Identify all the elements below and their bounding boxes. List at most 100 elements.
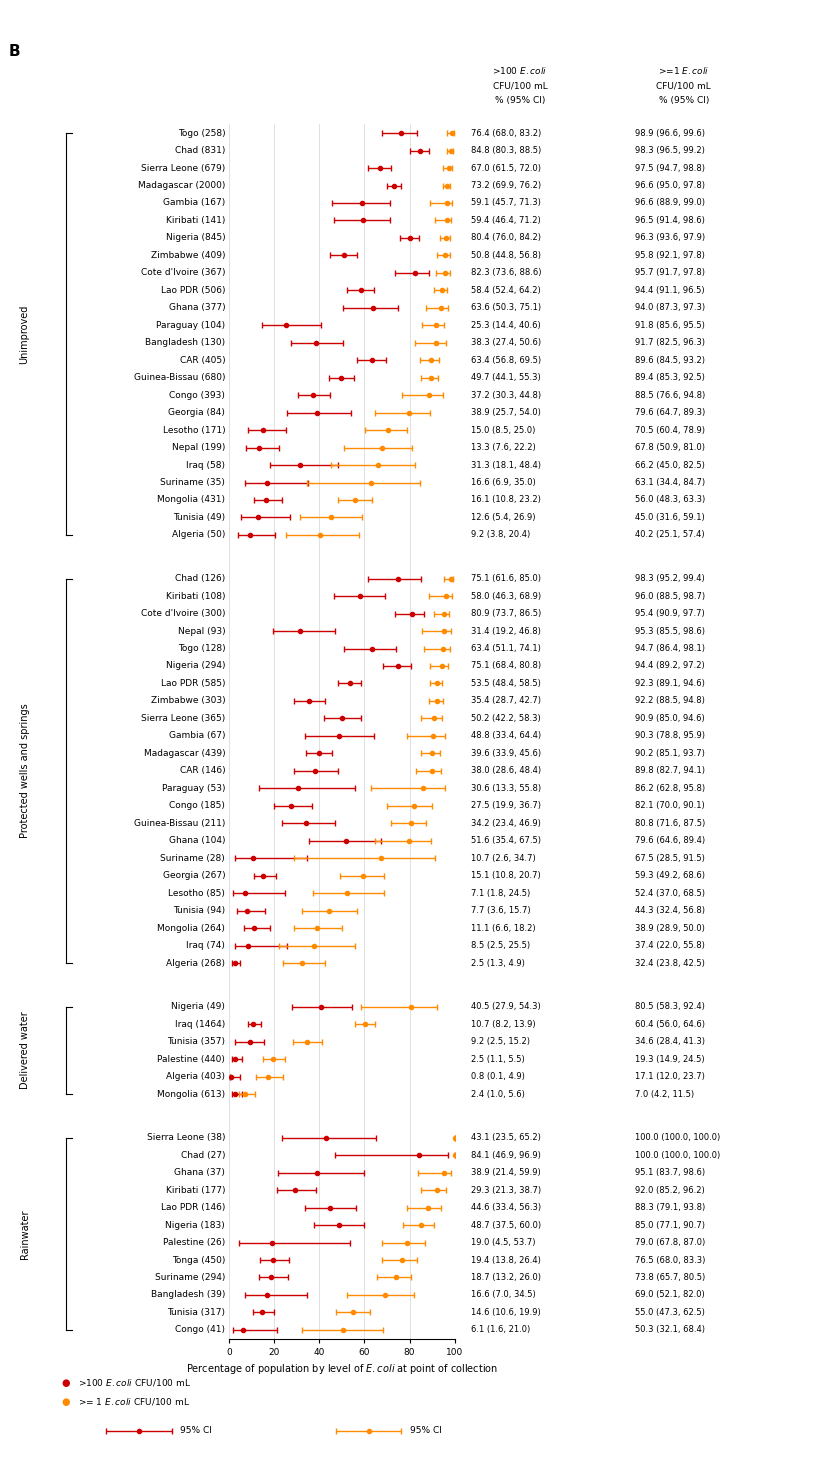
- Text: Lao PDR (146): Lao PDR (146): [161, 1203, 225, 1213]
- Text: ●: ●: [61, 1378, 70, 1387]
- Text: 7.7 (3.6, 15.7): 7.7 (3.6, 15.7): [471, 906, 531, 914]
- Text: 95% CI: 95% CI: [410, 1426, 441, 1435]
- Text: Chad (27): Chad (27): [181, 1151, 225, 1160]
- Text: 56.0 (48.3, 63.3): 56.0 (48.3, 63.3): [635, 496, 705, 505]
- Text: Togo (258): Togo (258): [178, 129, 225, 138]
- Text: >= 1 $\it{E. coli}$ CFU/100 mL: >= 1 $\it{E. coli}$ CFU/100 mL: [78, 1396, 190, 1407]
- Text: 95.4 (90.9, 97.7): 95.4 (90.9, 97.7): [635, 609, 704, 617]
- Text: 29.3 (21.3, 38.7): 29.3 (21.3, 38.7): [471, 1185, 541, 1195]
- Text: 27.5 (19.9, 36.7): 27.5 (19.9, 36.7): [471, 802, 541, 811]
- Text: 98.3 (96.5, 99.2): 98.3 (96.5, 99.2): [635, 146, 704, 155]
- Text: Paraguay (53): Paraguay (53): [161, 784, 225, 793]
- Text: 73.8 (65.7, 80.5): 73.8 (65.7, 80.5): [635, 1273, 705, 1282]
- Text: 79.0 (67.8, 87.0): 79.0 (67.8, 87.0): [635, 1238, 705, 1246]
- Text: 14.6 (10.6, 19.9): 14.6 (10.6, 19.9): [471, 1308, 541, 1317]
- Text: 59.1 (45.7, 71.3): 59.1 (45.7, 71.3): [471, 199, 541, 208]
- Text: 6.1 (1.6, 21.0): 6.1 (1.6, 21.0): [471, 1325, 530, 1334]
- Text: 90.2 (85.1, 93.7): 90.2 (85.1, 93.7): [635, 749, 704, 758]
- Text: Georgia (84): Georgia (84): [169, 408, 225, 417]
- Text: CFU/100 mL: CFU/100 mL: [657, 82, 711, 91]
- Text: 18.7 (13.2, 26.0): 18.7 (13.2, 26.0): [471, 1273, 541, 1282]
- Text: Rainwater: Rainwater: [20, 1208, 29, 1258]
- Text: 0.8 (0.1, 4.9): 0.8 (0.1, 4.9): [471, 1072, 525, 1081]
- Text: Ghana (104): Ghana (104): [169, 837, 225, 846]
- Text: Lesotho (171): Lesotho (171): [163, 426, 225, 435]
- Text: 10.7 (8.2, 13.9): 10.7 (8.2, 13.9): [471, 1020, 536, 1028]
- Text: 10.7 (2.6, 34.7): 10.7 (2.6, 34.7): [471, 854, 536, 863]
- Text: 25.3 (14.4, 40.6): 25.3 (14.4, 40.6): [471, 320, 541, 329]
- Text: 38.9 (25.7, 54.0): 38.9 (25.7, 54.0): [471, 408, 541, 417]
- Text: >100 $\it{E. coli}$ CFU/100 mL: >100 $\it{E. coli}$ CFU/100 mL: [78, 1377, 191, 1388]
- Text: 97.5 (94.7, 98.8): 97.5 (94.7, 98.8): [635, 164, 704, 173]
- Text: Lao PDR (506): Lao PDR (506): [161, 285, 225, 296]
- Text: 7.1 (1.8, 24.5): 7.1 (1.8, 24.5): [471, 888, 530, 898]
- Text: 67.0 (61.5, 72.0): 67.0 (61.5, 72.0): [471, 164, 541, 173]
- Text: Paraguay (104): Paraguay (104): [156, 320, 225, 329]
- Text: 55.0 (47.3, 62.5): 55.0 (47.3, 62.5): [635, 1308, 704, 1317]
- Text: Lesotho (85): Lesotho (85): [169, 888, 225, 898]
- Text: 90.9 (85.0, 94.6): 90.9 (85.0, 94.6): [635, 714, 704, 723]
- Text: 75.1 (61.6, 85.0): 75.1 (61.6, 85.0): [471, 573, 541, 584]
- Text: 88.3 (79.1, 93.8): 88.3 (79.1, 93.8): [635, 1203, 705, 1213]
- Text: Congo (41): Congo (41): [175, 1325, 225, 1334]
- Text: 58.4 (52.4, 64.2): 58.4 (52.4, 64.2): [471, 285, 541, 296]
- Text: Congo (393): Congo (393): [170, 391, 225, 399]
- Text: 50.2 (42.2, 58.3): 50.2 (42.2, 58.3): [471, 714, 541, 723]
- Text: 52.4 (37.0, 68.5): 52.4 (37.0, 68.5): [635, 888, 704, 898]
- Text: Sierra Leone (38): Sierra Leone (38): [147, 1134, 225, 1143]
- Text: Zimbabwe (303): Zimbabwe (303): [151, 696, 225, 705]
- Text: 2.5 (1.1, 5.5): 2.5 (1.1, 5.5): [471, 1055, 525, 1064]
- Text: Chad (831): Chad (831): [174, 146, 225, 155]
- Text: 96.0 (88.5, 98.7): 96.0 (88.5, 98.7): [635, 591, 705, 601]
- Text: Tonga (450): Tonga (450): [172, 1255, 225, 1264]
- Text: Iraq (58): Iraq (58): [186, 461, 225, 470]
- Text: 8.5 (2.5, 25.5): 8.5 (2.5, 25.5): [471, 941, 530, 949]
- Text: 2.5 (1.3, 4.9): 2.5 (1.3, 4.9): [471, 958, 525, 967]
- Text: 59.3 (49.2, 68.6): 59.3 (49.2, 68.6): [635, 870, 704, 881]
- Text: 76.5 (68.0, 83.3): 76.5 (68.0, 83.3): [635, 1255, 705, 1264]
- Text: 16.6 (7.0, 34.5): 16.6 (7.0, 34.5): [471, 1290, 536, 1299]
- Text: Nigeria (845): Nigeria (845): [165, 234, 225, 243]
- Text: 94.4 (89.2, 97.2): 94.4 (89.2, 97.2): [635, 661, 704, 670]
- Text: Mongolia (264): Mongolia (264): [157, 923, 225, 932]
- Text: 63.1 (34.4, 84.7): 63.1 (34.4, 84.7): [635, 478, 705, 487]
- Text: 94.7 (86.4, 98.1): 94.7 (86.4, 98.1): [635, 644, 704, 652]
- Text: 76.4 (68.0, 83.2): 76.4 (68.0, 83.2): [471, 129, 541, 138]
- Text: 35.4 (28.7, 42.7): 35.4 (28.7, 42.7): [471, 696, 541, 705]
- Text: Kiribati (108): Kiribati (108): [165, 591, 225, 601]
- Text: 63.6 (50.3, 75.1): 63.6 (50.3, 75.1): [471, 303, 541, 312]
- Text: Bangladesh (130): Bangladesh (130): [145, 338, 225, 347]
- Text: CFU/100 mL: CFU/100 mL: [493, 82, 547, 91]
- Text: 80.5 (58.3, 92.4): 80.5 (58.3, 92.4): [635, 1002, 704, 1011]
- Text: Lao PDR (585): Lao PDR (585): [161, 679, 225, 688]
- Text: Nigeria (294): Nigeria (294): [165, 661, 225, 670]
- Text: 79.6 (64.7, 89.3): 79.6 (64.7, 89.3): [635, 408, 705, 417]
- Text: 37.4 (22.0, 55.8): 37.4 (22.0, 55.8): [635, 941, 704, 949]
- Text: 91.8 (85.6, 95.5): 91.8 (85.6, 95.5): [635, 320, 704, 329]
- Text: Palestine (440): Palestine (440): [157, 1055, 225, 1064]
- Text: 15.1 (10.8, 20.7): 15.1 (10.8, 20.7): [471, 870, 541, 881]
- Text: 9.2 (2.5, 15.2): 9.2 (2.5, 15.2): [471, 1037, 530, 1046]
- Text: 96.6 (95.0, 97.8): 96.6 (95.0, 97.8): [635, 181, 704, 190]
- Text: % (95% CI): % (95% CI): [495, 97, 545, 105]
- Text: Chad (126): Chad (126): [175, 573, 225, 584]
- Text: 39.6 (33.9, 45.6): 39.6 (33.9, 45.6): [471, 749, 541, 758]
- Text: Mongolia (613): Mongolia (613): [157, 1090, 225, 1099]
- Text: 98.3 (95.2, 99.4): 98.3 (95.2, 99.4): [635, 573, 704, 584]
- Text: 60.4 (56.0, 64.6): 60.4 (56.0, 64.6): [635, 1020, 704, 1028]
- Text: 19.4 (13.8, 26.4): 19.4 (13.8, 26.4): [471, 1255, 541, 1264]
- X-axis label: Percentage of population by level of $\it{E. coli}$ at point of collection: Percentage of population by level of $\i…: [186, 1362, 498, 1377]
- Text: Tunisia (49): Tunisia (49): [173, 514, 225, 522]
- Text: 96.5 (91.4, 98.6): 96.5 (91.4, 98.6): [635, 217, 704, 225]
- Text: 89.6 (84.5, 93.2): 89.6 (84.5, 93.2): [635, 356, 704, 364]
- Text: Kiribati (141): Kiribati (141): [166, 217, 225, 225]
- Text: 95.7 (91.7, 97.8): 95.7 (91.7, 97.8): [635, 268, 704, 278]
- Text: 2.4 (1.0, 5.6): 2.4 (1.0, 5.6): [471, 1090, 525, 1099]
- Text: Georgia (267): Georgia (267): [163, 870, 225, 881]
- Text: 37.2 (30.3, 44.8): 37.2 (30.3, 44.8): [471, 391, 541, 399]
- Text: Madagascar (439): Madagascar (439): [143, 749, 225, 758]
- Text: Madagascar (2000): Madagascar (2000): [138, 181, 225, 190]
- Text: 67.8 (50.9, 81.0): 67.8 (50.9, 81.0): [635, 443, 704, 452]
- Text: 82.1 (70.0, 90.1): 82.1 (70.0, 90.1): [635, 802, 704, 811]
- Text: 17.1 (12.0, 23.7): 17.1 (12.0, 23.7): [635, 1072, 704, 1081]
